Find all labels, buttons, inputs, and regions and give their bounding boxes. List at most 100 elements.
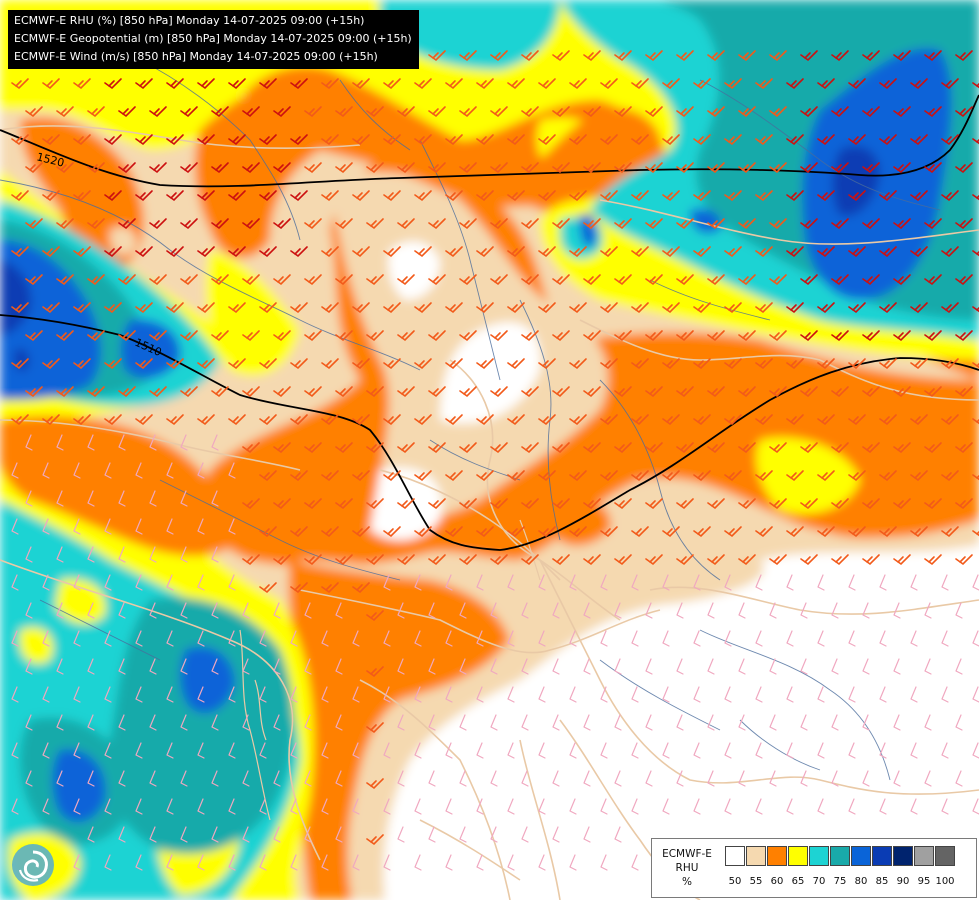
- wind-barb: [879, 78, 897, 90]
- wind-barb: [228, 302, 246, 314]
- wind-barb: [366, 330, 384, 342]
- wind-barb: [676, 106, 694, 118]
- wind-barb: [211, 386, 229, 398]
- wind-barb: [507, 742, 515, 759]
- wind-barb: [259, 582, 277, 594]
- wind-barb: [645, 50, 663, 62]
- wind-barb: [817, 246, 835, 258]
- wind-barb: [707, 386, 725, 398]
- wind-barb: [569, 854, 577, 871]
- wind-barb: [817, 470, 835, 482]
- wind-barb: [924, 770, 932, 787]
- wind-barb: [631, 134, 649, 146]
- wind-barb: [335, 274, 353, 286]
- wind-barb: [879, 190, 897, 202]
- wind-barb: [755, 630, 763, 647]
- wind-barb: [11, 462, 19, 479]
- wind-barb: [645, 106, 663, 118]
- wind-barb: [166, 190, 184, 202]
- wind-barb: [11, 134, 29, 146]
- wind-barb: [273, 658, 281, 675]
- wind-barb: [862, 554, 880, 566]
- legend-swatch-60: [767, 846, 787, 866]
- wind-barb: [910, 742, 918, 759]
- wind-barb: [676, 330, 694, 342]
- wind-barb: [755, 574, 763, 591]
- wind-barb: [769, 386, 787, 398]
- wind-barb: [397, 386, 415, 398]
- wind-barb: [831, 602, 839, 619]
- wind-barb: [118, 602, 126, 619]
- wind-barb: [228, 246, 246, 258]
- wind-barb: [42, 190, 60, 202]
- wind-barb: [87, 658, 95, 675]
- wind-barb: [879, 358, 897, 370]
- wind-barb: [600, 686, 608, 703]
- wind-barb: [428, 658, 436, 675]
- wind-barb: [180, 162, 198, 174]
- wind-barb: [259, 414, 277, 426]
- wind-barb: [476, 302, 494, 314]
- wind-barb: [583, 714, 591, 731]
- wind-barb: [645, 658, 653, 675]
- wind-barb: [614, 442, 632, 454]
- wind-barb: [490, 770, 498, 787]
- wind-barb: [693, 742, 701, 759]
- wind-barb: [724, 630, 732, 647]
- wind-barb: [428, 770, 436, 787]
- wind-barb: [583, 274, 601, 286]
- wind-barb: [569, 742, 577, 759]
- wind-barb: [786, 246, 804, 258]
- wind-barb: [228, 358, 246, 370]
- wind-barb: [738, 274, 756, 286]
- wind-barb: [321, 190, 339, 202]
- wind-barb: [693, 470, 711, 482]
- wind-barb: [211, 546, 219, 563]
- wind-barb: [228, 686, 236, 703]
- wind-barb: [507, 246, 525, 258]
- wind-barb: [428, 554, 446, 566]
- wind-barb: [197, 246, 215, 258]
- wind-barb: [118, 658, 126, 675]
- wind-barb: [521, 554, 539, 566]
- geopotential-contours: [0, 94, 979, 551]
- wind-barb: [104, 518, 112, 535]
- wind-barb: [304, 770, 312, 787]
- wind-barb: [73, 78, 91, 90]
- wind-barb: [290, 190, 308, 202]
- wind-barb: [941, 526, 959, 538]
- wind-barb: [676, 442, 694, 454]
- wind-barb: [25, 218, 43, 230]
- wind-barb: [149, 274, 167, 286]
- wind-barb: [631, 630, 639, 647]
- wind-barb: [414, 526, 432, 538]
- wind-barb: [56, 770, 64, 787]
- wind-barb: [445, 798, 453, 815]
- wind-barb: [862, 658, 870, 675]
- wind-barb: [383, 574, 391, 591]
- wind-barb: [786, 526, 804, 538]
- wind-barb: [862, 218, 880, 230]
- wind-barb: [614, 386, 632, 398]
- wind-barb: [507, 630, 515, 647]
- wind-barb: [366, 778, 384, 790]
- wind-barb: [924, 602, 932, 619]
- wind-barb: [631, 742, 639, 759]
- wind-barb: [600, 854, 608, 871]
- wind-barb: [879, 686, 887, 703]
- legend-title: ECMWF-E RHU %: [656, 847, 718, 889]
- wind-barb: [228, 742, 236, 759]
- wind-barb: [569, 798, 577, 815]
- wind-barb: [118, 714, 126, 731]
- wind-barb: [135, 190, 153, 202]
- wind-barb: [197, 518, 205, 535]
- wind-barb: [211, 434, 219, 451]
- wind-barb: [304, 602, 312, 619]
- wind-barb: [631, 302, 649, 314]
- wind-barb: [738, 162, 756, 174]
- wind-barb: [738, 218, 756, 230]
- wind-barb: [180, 602, 188, 619]
- wind-barb: [693, 526, 711, 538]
- wind-barb: [941, 358, 959, 370]
